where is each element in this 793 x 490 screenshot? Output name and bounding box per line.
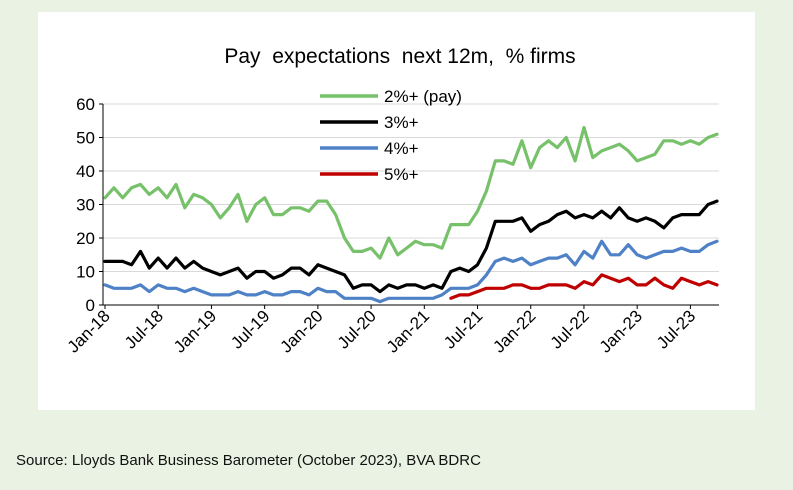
y-axis-labels: 0 10 20 30 40 50 60 <box>76 95 95 315</box>
x-tick-label: Jul-23 <box>653 306 699 352</box>
y-tick-label: 30 <box>76 196 95 215</box>
y-tick-label: 60 <box>76 95 95 114</box>
y-tick-label: 0 <box>86 296 95 315</box>
x-tick-label: Jan-19 <box>170 306 220 356</box>
legend-label-2: 4%+ <box>384 139 419 158</box>
series-line-0 <box>103 125 719 260</box>
x-tick-label: Jan-22 <box>489 306 539 356</box>
series-line-2 <box>103 239 719 304</box>
x-axis-labels: Jan-18 Jul-18 Jan-19 Jul-19 Jan-20 Jul-20 Jan-… <box>64 306 700 356</box>
y-tick-label: 10 <box>76 263 95 282</box>
axes <box>99 103 719 309</box>
x-tick-label: Jul-18 <box>121 306 167 352</box>
legend: 2%+ (pay) 3%+ 4%+ 5%+ <box>320 87 462 184</box>
x-tick-label: Jan-23 <box>596 306 646 356</box>
x-tick-label: Jul-20 <box>334 306 380 352</box>
x-tick-label: Jul-21 <box>440 306 486 352</box>
source-note: Source: Lloyds Bank Business Barometer (… <box>16 452 481 469</box>
legend-label-0: 2%+ (pay) <box>384 87 462 106</box>
x-tick-label: Jul-22 <box>547 306 593 352</box>
legend-label-1: 3%+ <box>384 113 419 132</box>
gridlines <box>103 103 719 272</box>
y-tick-label: 40 <box>76 162 95 181</box>
line-chart: Pay expectations next 12m, % firms 0 10 20… <box>64 45 719 357</box>
x-tick-label: Jul-19 <box>227 306 273 352</box>
y-tick-label: 50 <box>76 129 95 148</box>
x-tick-label: Jan-20 <box>277 306 327 356</box>
x-tick-label: Jan-21 <box>383 306 433 356</box>
series-line-3 <box>449 273 719 300</box>
legend-label-3: 5%+ <box>384 165 419 184</box>
series-lines <box>103 125 719 304</box>
y-tick-label: 20 <box>76 229 95 248</box>
series-line-1 <box>103 199 719 294</box>
chart-title: Pay expectations next 12m, % firms <box>224 45 575 68</box>
chart-panel: Pay expectations next 12m, % firms 0 10 20… <box>38 12 755 410</box>
